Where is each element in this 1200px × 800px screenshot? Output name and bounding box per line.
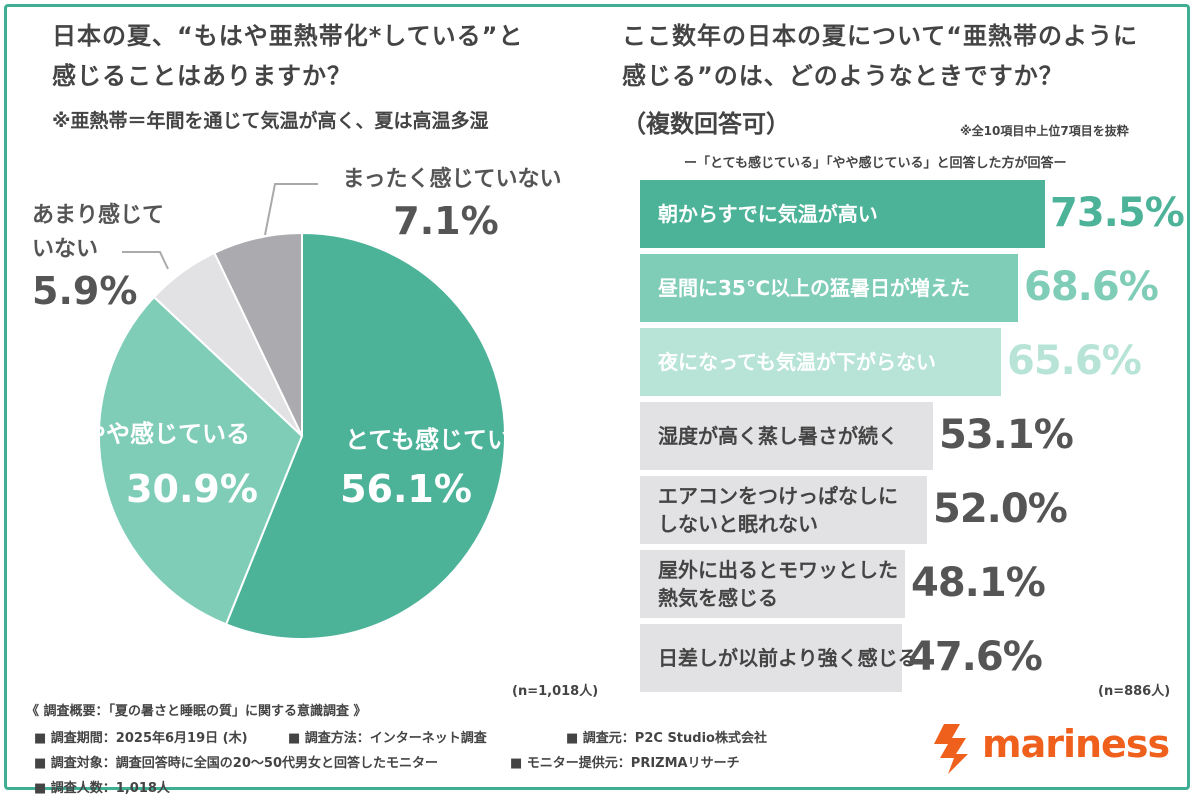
bar-2 — [640, 328, 1001, 396]
right-title-line1: ここ数年の日本の夏について“亜熱帯のように — [622, 22, 1139, 50]
left-title-line1: 日本の夏、“もはや亜熱帯化*している”と — [52, 22, 524, 50]
bar-label-0: 朝からすでに気温が高い — [658, 200, 878, 228]
right-title-line2: 感じる”のは、どのようなときですか？ — [622, 62, 1064, 90]
bar-value-3: 53.1% — [939, 412, 1074, 458]
right-title: ここ数年の日本の夏について“亜熱帯のように 感じる”のは、どのようなときですか？ — [622, 16, 1138, 96]
bar-label-1: 昼間に35℃以上の猛暑日が増えた — [658, 274, 970, 302]
pie-value-3: 7.1% — [393, 199, 498, 243]
left-title: 日本の夏、“もはや亜熱帯化*している”と 感じることはありますか？ — [52, 16, 523, 96]
pie-label-2-line-0: あまり感じて — [32, 202, 164, 228]
brand-logo: mariness — [922, 720, 1170, 776]
footer-count: ■ 調査人数：1,018人 — [34, 781, 170, 796]
bar-label-4-line-0: エアコンをつけっぱなしに — [658, 484, 898, 508]
left-sample-size: (n=1,018人) — [512, 684, 599, 699]
footer-provider: ■ モニター提供元：PRIZMAリサーチ — [510, 756, 740, 771]
bar-value-4: 52.0% — [933, 486, 1068, 532]
footer-method: ■ 調査方法：インターネット調査 — [288, 731, 487, 746]
bar-label-5-line-1: 熱気を感じる — [658, 586, 778, 610]
bar-label-5: 屋外に出るとモワッとした 熱気を感じる — [658, 556, 898, 612]
pie-value-2: 5.9% — [32, 269, 137, 313]
bar-label-4: エアコンをつけっぱなしに しないと眠れない — [658, 482, 898, 538]
bar-label-2-line-0: 夜になっても気温が下がらない — [658, 350, 936, 374]
footer-period: ■ 調査期間：2025年6月19日 (木) — [34, 731, 248, 746]
bar-label-3-line-0: 湿度が高く蒸し暑さが続く — [658, 424, 898, 448]
bar-label-1-line-0: 昼間に35℃以上の猛暑日が増えた — [658, 276, 971, 300]
footer-org: ■ 調査元：P2C Studio株式会社 — [566, 731, 767, 746]
bar-value-5: 48.1% — [911, 560, 1046, 606]
brand-logo-text: mariness — [982, 722, 1170, 766]
bar-6 — [640, 624, 902, 692]
bar-1 — [640, 254, 1018, 322]
leader-line-not-at-all — [264, 183, 318, 236]
outer-frame — [4, 4, 1190, 790]
right-note: ※全10項目中上位7項目を抜粋 — [960, 124, 1129, 138]
bar-value-6: 47.6% — [908, 634, 1043, 680]
pie-label-0-line-0: とても感じている — [345, 426, 535, 454]
bar-3 — [640, 402, 933, 470]
bar-label-3: 湿度が高く蒸し暑さが続く — [658, 422, 898, 450]
bar-label-6: 日差しが以前より強く感じる — [658, 644, 918, 672]
right-subtitle: （複数回答可） — [622, 110, 790, 138]
pie-slice-somewhat — [98, 295, 304, 626]
bar-5 — [640, 550, 905, 618]
bar-label-0-line-0: 朝からすでに気温が高い — [658, 202, 878, 226]
brand-mark-icon — [934, 724, 968, 774]
pie-slice-very — [224, 231, 506, 640]
pie-value-1: 30.9% — [126, 467, 258, 511]
left-title-line2: 感じることはありますか？ — [52, 62, 352, 90]
bar-4 — [640, 476, 927, 544]
left-note: ※亜熱帯＝年間を通じて気温が高く、夏は高温多湿 — [52, 110, 489, 132]
footer-target: ■ 調査対象：調査回答時に全国の20～50代男女と回答したモニター — [34, 756, 438, 771]
bar-label-2: 夜になっても気温が下がらない — [658, 348, 936, 376]
bar-0 — [640, 180, 1045, 248]
pie-label-1-line-0: やや感じている — [82, 420, 250, 448]
bar-value-2: 65.6% — [1007, 338, 1142, 384]
footer-title: 《 調査概要：「夏の暑さと睡眠の質」に関する意識調査 》 — [26, 704, 367, 719]
pie-slice-not-at-all — [213, 231, 303, 437]
bar-label-6-line-0: 日差しが以前より強く感じる — [658, 646, 918, 670]
pie-value-0: 56.1% — [340, 467, 472, 511]
bar-label-5-line-0: 屋外に出るとモワッとした — [658, 558, 898, 582]
pie-label-3-line-0: まったく感じていない — [342, 166, 561, 192]
right-sample-size: (n=886人) — [1098, 684, 1171, 699]
bar-value-1: 68.6% — [1024, 264, 1159, 310]
right-caption: ー「とても感じている」「やや感じている」と回答した方が回答ー — [684, 156, 1067, 171]
leader-line-somewhat-not — [122, 251, 169, 270]
bar-label-4-line-1: しないと眠れない — [658, 512, 818, 536]
pie-label-2-line-1: いない — [32, 237, 98, 262]
bar-value-0: 73.5% — [1050, 190, 1185, 236]
